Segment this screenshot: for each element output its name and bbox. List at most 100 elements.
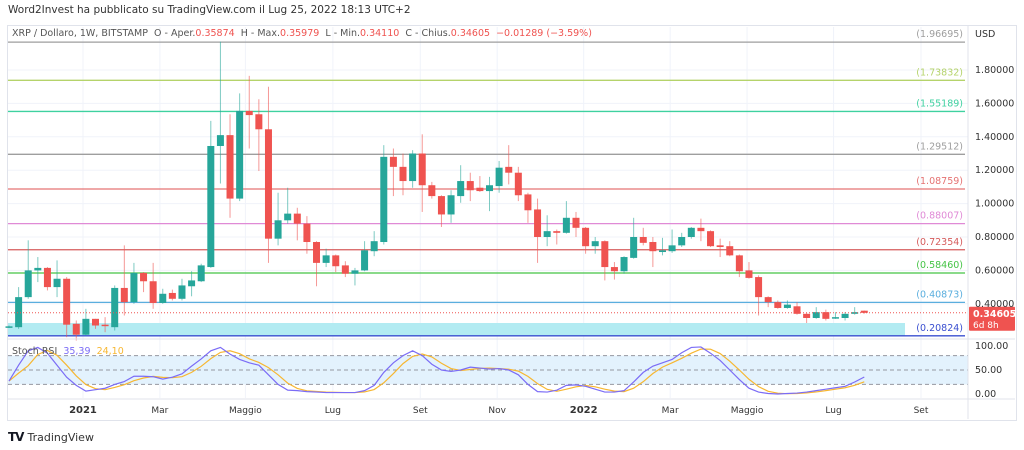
fib-level-label: (0.72354) — [916, 237, 963, 248]
rsi-tick-label: 100.00 — [975, 341, 1008, 352]
candle-body — [783, 304, 791, 308]
close-label: C - Chius. — [405, 28, 451, 39]
candle — [341, 261, 349, 278]
candle-body — [601, 241, 609, 268]
candle-body — [351, 270, 359, 274]
candle-body — [745, 270, 753, 278]
stoch-rsi-panel — [8, 346, 968, 395]
candle — [24, 240, 32, 299]
candle — [293, 207, 301, 241]
rsi-tick-label: 50.00 — [975, 365, 1002, 376]
candle — [774, 300, 782, 309]
candle — [658, 237, 666, 256]
k-value: 35,39 — [63, 346, 91, 357]
indicator-name[interactable]: Stoch RSI — [12, 346, 58, 357]
candle — [140, 272, 148, 293]
price-tick-label: 0.60000 — [975, 265, 1014, 276]
candle — [159, 288, 167, 304]
candle-body — [361, 250, 369, 271]
fib-level-label: (1.96695) — [916, 29, 963, 40]
candle-body — [553, 231, 561, 233]
symbol-legend: XRP / Dollaro, 1W, BITSTAMP O - Aper.0.3… — [12, 28, 592, 39]
candle-body — [658, 250, 666, 253]
candle-body — [860, 310, 868, 313]
candle — [380, 145, 388, 245]
candle — [822, 309, 830, 321]
candle-body — [399, 166, 407, 182]
date-tick-label: Set — [914, 406, 929, 416]
candle — [178, 278, 186, 301]
candle — [428, 181, 436, 199]
price-tick-label: 1.80000 — [975, 65, 1014, 76]
candle — [5, 325, 13, 329]
price-tick-label: 1.40000 — [975, 132, 1014, 143]
candle — [860, 310, 868, 314]
date-tick-label: 2021 — [69, 405, 97, 416]
candle — [72, 320, 80, 341]
candle-body — [707, 231, 715, 247]
candle — [639, 227, 647, 246]
tradingview-logo[interactable]: TV TradingView — [8, 430, 94, 444]
stoch-k-line — [8, 346, 865, 395]
candle — [591, 237, 599, 254]
candle-body — [572, 217, 580, 228]
candle-body — [428, 185, 436, 197]
candle — [620, 256, 628, 274]
low-value: 0.34110 — [360, 28, 400, 39]
candle — [601, 240, 609, 281]
candle-body — [726, 246, 734, 256]
candle-body — [639, 237, 647, 243]
candles — [5, 41, 868, 341]
price-tick-label: 0.40000 — [975, 299, 1014, 310]
candle-body — [15, 297, 23, 328]
candle — [630, 217, 638, 259]
candle-body — [120, 287, 128, 303]
candle — [610, 262, 618, 280]
candle-body — [332, 255, 340, 267]
candle-body — [620, 257, 628, 272]
candle — [284, 187, 292, 224]
symbol-name[interactable]: XRP / Dollaro, 1W, BITSTAMP — [12, 28, 148, 39]
candle-body — [380, 156, 388, 243]
candle — [841, 312, 849, 321]
candle-body — [236, 110, 244, 199]
candle-body — [735, 255, 743, 272]
candle-body — [716, 245, 724, 248]
candle — [582, 226, 590, 254]
tradingview-mark-icon: TV — [8, 430, 25, 444]
candle-body — [831, 317, 839, 319]
candle-body — [370, 241, 378, 252]
candle-body — [303, 223, 311, 243]
candle-body — [101, 324, 109, 327]
fib-level-label: (0.40873) — [916, 289, 963, 300]
candle — [764, 296, 772, 308]
candle-body — [264, 129, 272, 239]
candle — [505, 145, 513, 185]
candle-body — [678, 237, 686, 246]
fib-level-label: (0.58460) — [916, 260, 963, 271]
candle-body — [53, 278, 61, 288]
candle-body — [793, 306, 801, 314]
fib-levels: (1.96695) (1.73832) (1.55189) (1.29512) (1.0… — [8, 29, 965, 337]
candle — [370, 231, 378, 257]
candle — [63, 277, 71, 338]
candle — [803, 312, 811, 324]
candle — [389, 148, 397, 197]
candle-body — [322, 255, 330, 263]
date-tick-label: Maggio — [229, 406, 262, 416]
candle-body — [812, 312, 820, 318]
d-value: 24,10 — [96, 346, 124, 357]
candle — [562, 201, 570, 234]
support-zone-fill — [8, 323, 905, 336]
candle — [274, 192, 282, 246]
candle — [332, 254, 340, 273]
candle-body — [293, 213, 301, 224]
candle — [668, 229, 676, 253]
axes: USD 1.80000 1.60000 1.40000 1.20000 1.00000 0.… — [8, 26, 1015, 419]
candle — [457, 165, 465, 203]
candle-body — [111, 287, 119, 328]
candle-body — [5, 326, 13, 328]
candle-body — [168, 292, 176, 299]
high-label: H - Max. — [240, 28, 281, 39]
